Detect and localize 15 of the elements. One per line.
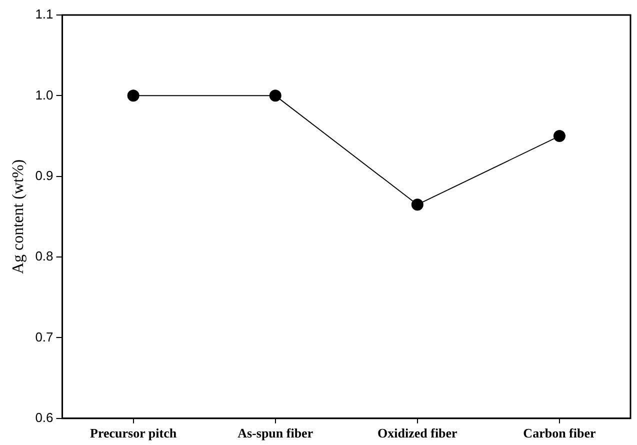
y-tick-label: 0.7 [35,329,54,344]
y-tick-label: 0.8 [35,248,54,264]
x-tick-label: Carbon fiber [523,426,596,441]
x-tick-label: Oxidized fiber [378,426,458,441]
point [127,90,140,102]
point [411,198,424,211]
x-tick-label: Precursor pitch [90,426,178,441]
y-tick-label: 1.1 [35,6,54,22]
point [269,90,282,102]
y-tick-label: 0.6 [35,410,54,425]
x-tick-label: As-spun fiber [238,426,314,441]
y-tick-label: 1.0 [35,87,54,102]
y-axis-title: Ag content (wt%) [10,159,27,274]
point [553,130,566,142]
y-tick-label: 0.9 [35,168,54,183]
